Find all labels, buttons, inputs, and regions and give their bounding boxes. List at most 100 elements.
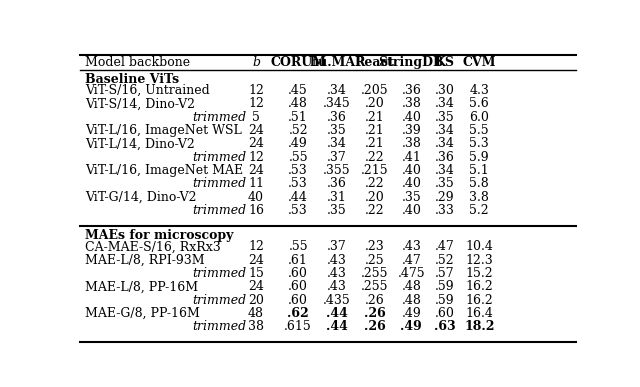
Text: .61: .61 xyxy=(288,254,308,267)
Text: .49: .49 xyxy=(401,307,421,320)
Text: .40: .40 xyxy=(401,177,421,190)
Text: 12: 12 xyxy=(248,151,264,164)
Text: .49: .49 xyxy=(401,320,422,333)
Text: 24: 24 xyxy=(248,281,264,293)
Text: b: b xyxy=(252,56,260,69)
Text: KS: KS xyxy=(435,56,454,69)
Text: .59: .59 xyxy=(435,281,454,293)
Text: .43: .43 xyxy=(327,267,347,280)
Text: .35: .35 xyxy=(327,204,347,217)
Text: .35: .35 xyxy=(401,190,421,204)
Text: trimmed: trimmed xyxy=(192,267,246,280)
Text: .53: .53 xyxy=(289,177,308,190)
Text: 5.2: 5.2 xyxy=(470,204,489,217)
Text: .36: .36 xyxy=(435,151,454,164)
Text: .36: .36 xyxy=(327,177,347,190)
Text: Model backbone: Model backbone xyxy=(85,56,190,69)
Text: .29: .29 xyxy=(435,190,454,204)
Text: .47: .47 xyxy=(401,254,421,267)
Text: MAE-G/8, PP-16M: MAE-G/8, PP-16M xyxy=(85,307,200,320)
Text: 16.2: 16.2 xyxy=(465,294,493,307)
Text: 5.5: 5.5 xyxy=(470,124,489,137)
Text: React: React xyxy=(355,56,395,69)
Text: .60: .60 xyxy=(288,267,308,280)
Text: .43: .43 xyxy=(401,240,421,253)
Text: .36: .36 xyxy=(401,84,421,97)
Text: .47: .47 xyxy=(435,240,454,253)
Text: 11: 11 xyxy=(248,177,264,190)
Text: .44: .44 xyxy=(288,190,308,204)
Text: .44: .44 xyxy=(326,307,348,320)
Text: 5.6: 5.6 xyxy=(469,98,489,110)
Text: .40: .40 xyxy=(401,164,421,177)
Text: 24: 24 xyxy=(248,124,264,137)
Text: .31: .31 xyxy=(327,190,347,204)
Text: .52: .52 xyxy=(289,124,308,137)
Text: .35: .35 xyxy=(435,111,454,124)
Text: .60: .60 xyxy=(435,307,454,320)
Text: .37: .37 xyxy=(327,151,347,164)
Text: trimmed: trimmed xyxy=(192,177,246,190)
Text: trimmed: trimmed xyxy=(192,320,246,333)
Text: .40: .40 xyxy=(401,204,421,217)
Text: .25: .25 xyxy=(365,254,385,267)
Text: 12: 12 xyxy=(248,98,264,110)
Text: trimmed: trimmed xyxy=(192,151,246,164)
Text: .22: .22 xyxy=(365,177,385,190)
Text: .21: .21 xyxy=(365,137,385,151)
Text: .35: .35 xyxy=(327,124,347,137)
Text: .57: .57 xyxy=(435,267,454,280)
Text: .55: .55 xyxy=(289,240,308,253)
Text: .38: .38 xyxy=(401,137,421,151)
Text: 12: 12 xyxy=(248,84,264,97)
Text: 15: 15 xyxy=(248,267,264,280)
Text: .34: .34 xyxy=(435,164,454,177)
Text: 20: 20 xyxy=(248,294,264,307)
Text: 5.3: 5.3 xyxy=(469,137,489,151)
Text: 40: 40 xyxy=(248,190,264,204)
Text: .615: .615 xyxy=(284,320,312,333)
Text: .60: .60 xyxy=(288,294,308,307)
Text: 24: 24 xyxy=(248,164,264,177)
Text: .215: .215 xyxy=(361,164,388,177)
Text: 24: 24 xyxy=(248,254,264,267)
Text: hu.MAP: hu.MAP xyxy=(309,56,365,69)
Text: .48: .48 xyxy=(401,294,421,307)
Text: .52: .52 xyxy=(435,254,454,267)
Text: 10.4: 10.4 xyxy=(465,240,493,253)
Text: 4.3: 4.3 xyxy=(469,84,489,97)
Text: 5.1: 5.1 xyxy=(469,164,489,177)
Text: 5.8: 5.8 xyxy=(469,177,489,190)
Text: 16.4: 16.4 xyxy=(465,307,493,320)
Text: .435: .435 xyxy=(323,294,351,307)
Text: 5.9: 5.9 xyxy=(470,151,489,164)
Text: .34: .34 xyxy=(435,98,454,110)
Text: ViT-S/16, Untrained: ViT-S/16, Untrained xyxy=(85,84,210,97)
Text: .22: .22 xyxy=(365,204,385,217)
Text: .45: .45 xyxy=(289,84,308,97)
Text: ViT-L/14, Dino-V2: ViT-L/14, Dino-V2 xyxy=(85,137,195,151)
Text: .39: .39 xyxy=(401,124,421,137)
Text: .44: .44 xyxy=(326,320,348,333)
Text: .21: .21 xyxy=(365,124,385,137)
Text: .26: .26 xyxy=(364,307,385,320)
Text: .33: .33 xyxy=(435,204,454,217)
Text: CVM: CVM xyxy=(463,56,496,69)
Text: ViT-L/16, ImageNet MAE: ViT-L/16, ImageNet MAE xyxy=(85,164,243,177)
Text: 12: 12 xyxy=(248,240,264,253)
Text: 16: 16 xyxy=(248,204,264,217)
Text: .34: .34 xyxy=(435,137,454,151)
Text: .62: .62 xyxy=(287,307,309,320)
Text: .22: .22 xyxy=(365,151,385,164)
Text: .43: .43 xyxy=(327,254,347,267)
Text: CORUM: CORUM xyxy=(270,56,326,69)
Text: .48: .48 xyxy=(288,98,308,110)
Text: .21: .21 xyxy=(365,111,385,124)
Text: .49: .49 xyxy=(289,137,308,151)
Text: StringDB: StringDB xyxy=(378,56,444,69)
Text: .34: .34 xyxy=(327,137,347,151)
Text: 3.8: 3.8 xyxy=(469,190,489,204)
Text: 15.2: 15.2 xyxy=(465,267,493,280)
Text: .30: .30 xyxy=(435,84,454,97)
Text: .355: .355 xyxy=(323,164,351,177)
